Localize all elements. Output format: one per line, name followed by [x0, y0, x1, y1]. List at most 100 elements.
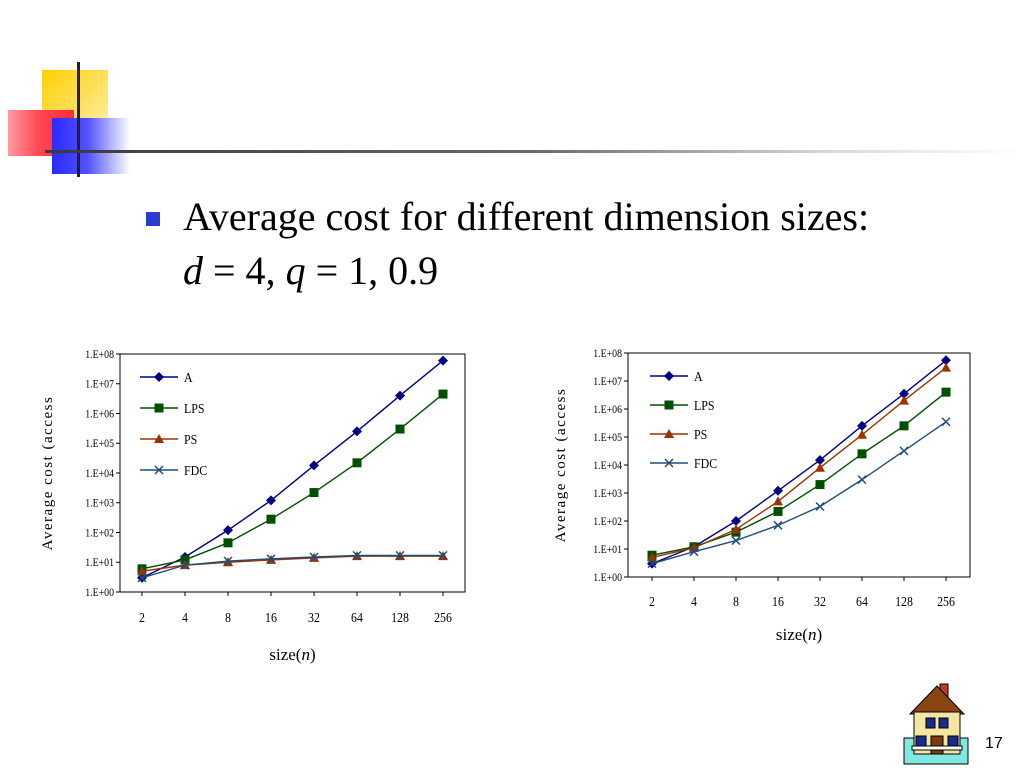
series-line-fdc: [651, 421, 947, 565]
legend-item-a: A: [650, 368, 703, 384]
legend-item-ps: PS: [650, 426, 707, 442]
point-a: [352, 426, 362, 437]
series-line-a: [141, 360, 444, 579]
x-axis-ticks: 2 4 8 16 32 64 128 256: [649, 577, 955, 609]
y-tick-label: 1.E+08: [593, 347, 622, 360]
point-lps: [899, 421, 909, 431]
point-fdc: [395, 550, 405, 560]
series-line-lps: [141, 393, 444, 570]
plot-area: [119, 353, 466, 593]
series-line-fdc: [141, 554, 443, 579]
point-lps: [773, 506, 783, 516]
legend-marker-lps: [154, 403, 164, 413]
series-fdc: [647, 417, 951, 569]
x-tick-label: 32: [308, 609, 320, 625]
series-line-a: [651, 359, 947, 565]
series-ps: [647, 362, 951, 562]
y-tick-label: 1.E+05: [85, 437, 114, 450]
chart-right: 1.E+00 1.E+01 1.E+02 1.E+03 1.E+04 1.E+05 1.E+…: [553, 347, 971, 644]
y-tick-label: 1.E+08: [85, 348, 114, 361]
point-fdc: [773, 520, 783, 530]
legend-label-fdc: FDC: [184, 462, 207, 478]
point-fdc: [266, 554, 276, 564]
x-tick-label: 16: [265, 609, 277, 625]
point-lps: [180, 555, 190, 565]
point-fdc: [438, 550, 448, 560]
legend-item-lps: LPS: [650, 397, 714, 413]
legend-item-ps: PS: [140, 431, 197, 447]
point-fdc: [815, 501, 825, 512]
y-tick-label: 1.E+05: [593, 431, 622, 444]
point-fdc: [352, 550, 362, 560]
y-tick-label: 1.E+00: [85, 586, 114, 599]
x-tick-label: 8: [733, 593, 739, 609]
x-tick-label: 4: [182, 609, 188, 625]
legend-marker-ps: [154, 434, 164, 443]
point-ps: [773, 496, 783, 506]
point-lps: [395, 424, 405, 434]
legend-item-fdc: FDC: [650, 455, 717, 471]
legend-marker-lps: [664, 400, 674, 410]
point-fdc: [689, 547, 699, 557]
legend-label-a: A: [184, 369, 193, 385]
x-tick-label: 64: [351, 609, 363, 625]
legend-item-fdc: FDC: [140, 462, 207, 478]
y-tick-label: 1.E+04: [593, 459, 622, 472]
y-axis-ticks: 1.E+00 1.E+01 1.E+02 1.E+03 1.E+04 1.E+05 1.E+…: [593, 347, 628, 584]
point-ps: [941, 362, 951, 372]
y-tick-label: 1.E+03: [85, 497, 114, 510]
point-a: [309, 460, 319, 471]
y-tick-label: 1.E+03: [593, 487, 622, 500]
legend-label-a: A: [694, 368, 703, 384]
page-number: 17: [985, 735, 1003, 752]
point-a: [941, 355, 951, 366]
point-ps: [857, 429, 867, 439]
legend-label-lps: LPS: [694, 397, 714, 413]
legend-label-ps: PS: [184, 431, 197, 447]
y-tick-label: 1.E+07: [593, 375, 622, 388]
legend-label-lps: LPS: [184, 400, 204, 416]
x-tick-label: 64: [856, 593, 868, 609]
q-values: = 1, 0.9: [305, 248, 439, 293]
y-tick-label: 1.E+01: [85, 556, 114, 569]
point-a: [899, 388, 909, 399]
point-a: [731, 516, 741, 526]
legend: A LPS PS FDC: [140, 369, 207, 478]
x-axis-title: size(n): [776, 625, 822, 644]
y-tick-label: 1.E+01: [593, 543, 622, 556]
x-tick-label: 128: [391, 609, 409, 625]
y-tick-label: 1.E+02: [593, 515, 622, 528]
y-tick-label: 1.E+07: [85, 378, 114, 391]
x-tick-label: 128: [895, 593, 913, 609]
square-bullet-icon: [146, 212, 160, 226]
decor-vertical-bar: [77, 62, 80, 177]
point-a: [773, 485, 783, 496]
bullet-text: Average cost for different dimension siz…: [183, 190, 869, 298]
point-ps: [137, 566, 147, 576]
point-fdc: [941, 417, 951, 427]
y-tick-label: 1.E+00: [593, 571, 622, 584]
house-icon[interactable]: [902, 680, 972, 768]
legend-marker-fdc: [154, 465, 164, 475]
y-tick-label: 1.E+06: [85, 408, 114, 421]
point-a: [815, 455, 825, 466]
bullet-line-1: Average cost for different dimension siz…: [183, 194, 870, 239]
point-fdc: [309, 552, 319, 562]
point-lps: [815, 480, 825, 490]
point-fdc: [137, 573, 147, 583]
point-a: [395, 390, 405, 401]
point-fdc: [731, 536, 741, 546]
legend: A LPS PS FDC: [650, 368, 717, 471]
point-fdc: [180, 560, 190, 570]
point-a: [857, 420, 867, 431]
legend-item-lps: LPS: [140, 400, 204, 416]
x-axis-ticks: 2 4 8 16 32 64 128 256: [139, 592, 452, 625]
plot-area: [627, 352, 971, 578]
legend-marker-a: [664, 371, 674, 381]
y-axis-ticks: 1.E+00 1.E+01 1.E+02 1.E+03 1.E+04 1.E+05 1.E+…: [85, 348, 120, 599]
legend-marker-a: [154, 372, 164, 382]
point-lps: [223, 538, 233, 548]
point-lps: [438, 389, 448, 399]
point-ps: [815, 462, 825, 472]
x-tick-label: 2: [139, 609, 145, 625]
